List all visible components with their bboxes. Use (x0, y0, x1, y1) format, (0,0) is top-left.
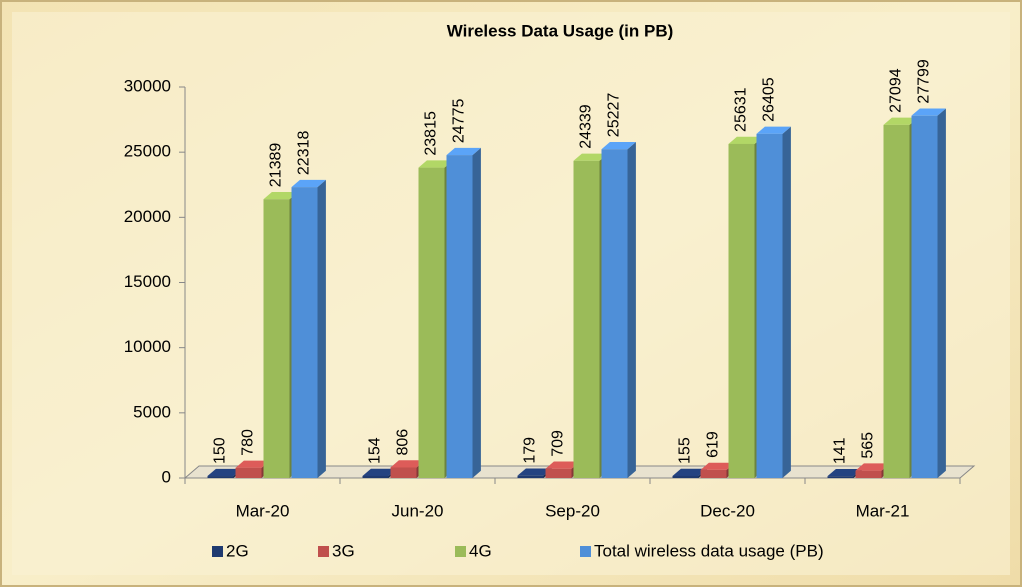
bar (517, 475, 544, 478)
bar (672, 475, 699, 478)
data-label: 141 (832, 437, 849, 464)
data-label: 806 (395, 429, 412, 456)
data-label: 24775 (451, 99, 468, 144)
plot-background (12, 12, 1010, 575)
bar-side (627, 142, 636, 478)
x-tick-label: Dec-20 (700, 501, 755, 520)
data-label: 23815 (423, 111, 440, 156)
bar-top (756, 126, 791, 134)
y-tick-label: 10000 (124, 337, 171, 356)
data-label: 21389 (268, 143, 285, 188)
bar (291, 187, 318, 478)
bar-top (235, 460, 270, 468)
bar-top (728, 136, 763, 144)
data-label: 22318 (296, 131, 313, 176)
chart-title: Wireless Data Usage (in PB) (447, 21, 674, 40)
legend-swatch (455, 546, 466, 557)
bar (573, 160, 600, 479)
legend-swatch (318, 546, 329, 557)
data-label: 179 (522, 437, 539, 464)
data-label: 24339 (578, 104, 595, 149)
bar-top (672, 468, 707, 476)
y-tick-label: 25000 (124, 142, 171, 161)
bar (545, 468, 572, 478)
bar-top (291, 179, 326, 188)
x-tick-label: Sep-20 (545, 501, 600, 520)
data-label: 154 (367, 437, 384, 464)
data-label: 565 (860, 432, 877, 459)
data-label: 25227 (606, 93, 623, 138)
bar-side (472, 147, 481, 478)
bar-top (263, 192, 298, 200)
bar-top (855, 463, 890, 471)
bar (883, 124, 910, 478)
data-label: 155 (677, 437, 694, 464)
bar-top (700, 462, 735, 470)
bar (855, 470, 882, 478)
legend-swatch (580, 546, 591, 557)
data-label: 26405 (761, 77, 778, 122)
bar (728, 143, 755, 478)
bar-top (207, 468, 242, 477)
bar (756, 133, 783, 478)
bar-top (827, 468, 862, 477)
bar (362, 475, 389, 478)
bar (390, 467, 417, 478)
bar (911, 115, 938, 478)
bar (827, 476, 854, 478)
bar-top (601, 142, 636, 150)
bar-side (937, 108, 946, 479)
bar (601, 149, 628, 478)
bar-top (390, 460, 425, 468)
bar-side (782, 126, 791, 478)
bar-top (545, 461, 580, 469)
bar (700, 469, 727, 478)
bar (207, 476, 234, 478)
legend-swatch (212, 546, 223, 557)
legend-label: 3G (332, 541, 355, 560)
bar-top (446, 147, 481, 156)
bar (418, 167, 445, 479)
y-tick-label: 5000 (133, 402, 171, 421)
data-label: 780 (240, 429, 257, 456)
bar (446, 155, 473, 478)
data-label: 619 (705, 431, 722, 458)
bar-side (317, 179, 326, 479)
data-label: 25631 (733, 87, 750, 132)
bar (235, 467, 262, 478)
y-tick-label: 20000 (124, 207, 171, 226)
x-tick-label: Jun-20 (392, 501, 444, 520)
x-tick-label: Mar-21 (856, 501, 910, 520)
bar (263, 199, 290, 478)
bar-top (883, 117, 918, 125)
y-tick-label: 0 (162, 467, 171, 486)
data-label: 709 (550, 430, 567, 457)
bar-top (573, 153, 608, 161)
bar-top (362, 468, 397, 476)
y-tick-label: 15000 (124, 272, 171, 291)
y-tick-label: 30000 (124, 76, 171, 95)
legend-label: 4G (469, 541, 492, 560)
data-label: 27094 (888, 68, 905, 113)
legend-label: 2G (226, 541, 249, 560)
legend-label: Total wireless data usage (PB) (594, 541, 824, 560)
bar-top (911, 108, 946, 116)
bar-top (418, 160, 453, 168)
data-label: 27799 (916, 59, 933, 104)
data-label: 150 (212, 437, 229, 464)
x-tick-label: Mar-20 (236, 501, 290, 520)
bar-top (517, 468, 552, 476)
